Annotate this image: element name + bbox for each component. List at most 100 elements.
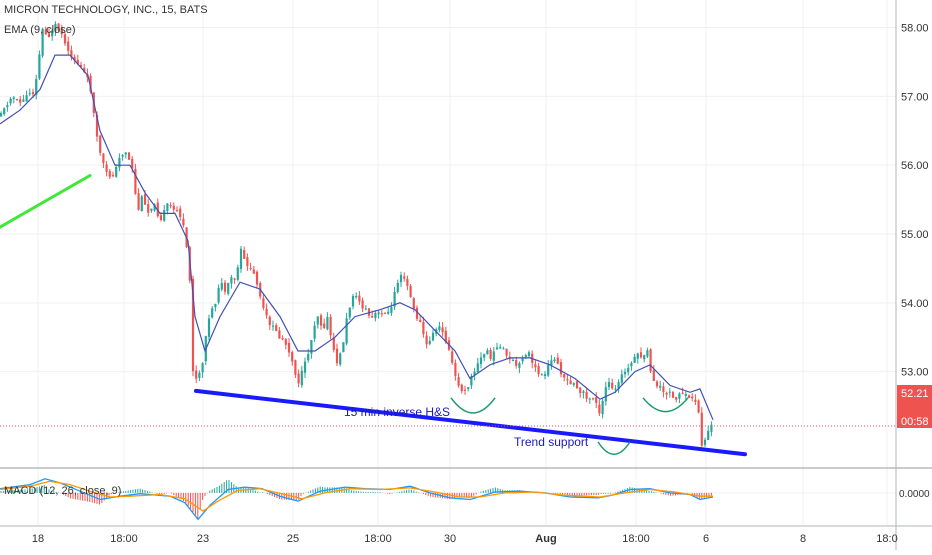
candle-body [175, 209, 179, 211]
candle-body [303, 361, 307, 373]
candle-body [163, 210, 166, 221]
time-tick-label: 8 [800, 533, 806, 545]
candle-body [572, 383, 575, 385]
candle-body [585, 392, 588, 399]
candle-body [588, 398, 591, 400]
candle-body [326, 316, 329, 330]
ema-line [0, 54, 714, 421]
symbol-title[interactable]: MICRON TECHNOLOGY, INC., 15, BATS [4, 4, 208, 16]
candle-body [323, 323, 326, 328]
candle-body [140, 196, 143, 212]
candle-body [639, 352, 643, 358]
candle-body [665, 392, 668, 395]
candle-body [329, 317, 332, 336]
candle-body [67, 41, 70, 51]
time-axis[interactable]: 18 18:00 23 25 18:00 30 Aug 18:00 6 8 18:0 [32, 533, 898, 545]
candlestick-series [0, 21, 713, 448]
candle-body [607, 382, 611, 388]
candle-body [342, 342, 345, 353]
candle-body [115, 166, 118, 177]
candle-body [118, 157, 121, 168]
candle-body [652, 370, 655, 381]
hs-arc [642, 397, 689, 413]
candle-body [332, 337, 335, 350]
candle-body [598, 404, 601, 414]
time-tick-label: 18:00 [110, 533, 138, 545]
candle-body [521, 358, 524, 362]
candle-body [399, 275, 403, 283]
candle-body [406, 278, 409, 286]
candle-body [47, 33, 51, 38]
last-price-label: 52.21 [901, 388, 929, 400]
macd-legend[interactable]: MACD (12, 26, close, 9) [4, 485, 122, 497]
candle-body [51, 30, 54, 37]
candle-body [559, 362, 563, 375]
candle-body [345, 318, 348, 344]
price-tick-label: 53.00 [901, 367, 929, 379]
candle-body [147, 204, 150, 213]
candle-body [307, 353, 310, 361]
candle-body [527, 352, 531, 357]
candle-body [121, 155, 124, 157]
candle-body [630, 363, 633, 367]
candle-body [643, 355, 646, 360]
candle-body [211, 308, 214, 318]
candle-body [310, 340, 313, 354]
candle-body [54, 23, 57, 32]
candle-body [617, 382, 620, 389]
candle-body [483, 354, 486, 358]
candle-body [479, 357, 483, 365]
candle-body [239, 248, 243, 269]
candle-body [505, 348, 508, 356]
candle-body [620, 374, 623, 383]
time-tick-label: 23 [197, 533, 209, 545]
candle-body [339, 353, 342, 365]
candle-body [35, 79, 38, 96]
macd-axis: 0.0000 [899, 489, 930, 500]
candle-body [108, 171, 111, 177]
candle-body [601, 400, 604, 415]
candle-body [15, 99, 19, 101]
ema-legend[interactable]: EMA (9, close) [4, 24, 76, 36]
candle-body [134, 168, 137, 194]
candle-body [684, 393, 687, 396]
candle-body [0, 113, 3, 117]
signal-line [0, 480, 713, 512]
candle-body [335, 348, 339, 364]
candle-body [636, 353, 639, 359]
candle-body [489, 350, 492, 359]
candle-body [252, 269, 255, 274]
candle-body [623, 371, 627, 375]
candle-body [524, 355, 527, 358]
candle-body [195, 370, 198, 379]
price-axis[interactable]: 58.00 57.00 56.00 55.00 54.00 53.00 [901, 23, 929, 379]
candle-body [611, 382, 614, 389]
candle-body [495, 347, 499, 350]
candle-body [44, 28, 47, 35]
candle-body [278, 330, 281, 339]
candle-body [89, 75, 92, 92]
candle-body [268, 316, 271, 326]
candle-body [476, 363, 479, 373]
candle-body [73, 56, 76, 61]
hs-arc [597, 441, 631, 455]
ema-polyline [0, 54, 714, 421]
candle-body [422, 322, 425, 335]
candle-body [591, 398, 595, 400]
candle-body [425, 335, 428, 345]
candle-body [675, 397, 678, 400]
candle-body [444, 330, 447, 343]
time-tick-label: 25 [287, 533, 299, 545]
candle-body [111, 175, 115, 177]
candle-body [131, 158, 134, 169]
candle-body [262, 298, 265, 308]
candle-body [707, 430, 710, 440]
candle-body [691, 396, 694, 399]
candle-body [79, 64, 83, 68]
candle-body [83, 67, 86, 72]
price-tick-label: 56.00 [901, 160, 929, 172]
candle-body [207, 318, 211, 337]
candle-body [41, 28, 44, 56]
candle-body [9, 98, 12, 104]
